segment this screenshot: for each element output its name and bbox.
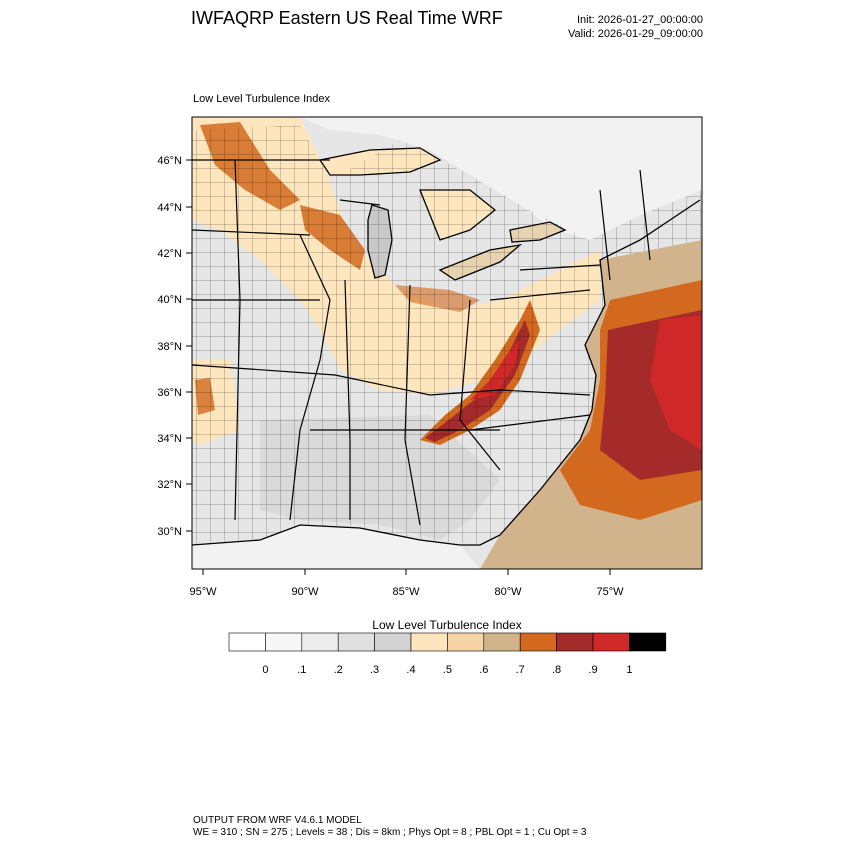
init-time: Init: 2026-01-27_00:00:00 — [577, 14, 703, 26]
colorbar-labels: 0 .1 .2 .3 .4 .5 .6 .7 .8 .9 1 — [262, 664, 632, 676]
lat-label: 44°N — [157, 202, 182, 214]
colorbar-title: Low Level Turbulence Index — [372, 618, 521, 632]
lat-label: 38°N — [157, 341, 182, 353]
lat-label: 32°N — [157, 479, 182, 491]
lat-label: 34°N — [157, 433, 182, 445]
colorbar-swatch — [592, 632, 630, 652]
colorbar-label: .9 — [588, 664, 597, 676]
map-field — [192, 117, 702, 569]
lon-label: 75°W — [596, 586, 624, 598]
colorbar-swatch — [556, 632, 594, 652]
footer-config-line: WE = 310 ; SN = 275 ; Levels = 38 ; Dis … — [193, 827, 587, 838]
colorbar-swatch — [374, 632, 412, 652]
colorbar-label: 1 — [626, 664, 632, 676]
colorbar-label: 0 — [262, 664, 268, 676]
valid-time: Valid: 2026-01-29_09:00:00 — [568, 28, 703, 40]
canada-area — [300, 117, 702, 240]
map-title: IWFAQRP Eastern US Real Time WRF — [191, 8, 503, 28]
map-subtitle: Low Level Turbulence Index — [193, 93, 330, 105]
colorbar-swatch — [519, 632, 557, 652]
lon-label: 95°W — [189, 586, 217, 598]
lat-label: 36°N — [157, 387, 182, 399]
model-footer: OUTPUT FROM WRF V4.6.1 MODEL WE = 310 ; … — [193, 815, 586, 839]
colorbar-swatch — [228, 632, 266, 652]
coastlines — [192, 147, 701, 546]
state-boundaries — [192, 159, 651, 526]
colorbar-swatch — [447, 632, 485, 652]
colorbar-swatch — [629, 632, 667, 652]
colorbar — [228, 632, 667, 652]
colorbar-swatch — [301, 632, 339, 652]
longitude-ticks: 95°W 90°W 85°W 80°W 75°W — [189, 569, 624, 598]
map-frame — [191, 116, 703, 570]
ocean-bright-red — [650, 315, 702, 450]
footer-model-line: OUTPUT FROM WRF V4.6.1 MODEL — [193, 815, 362, 826]
lon-label: 90°W — [291, 586, 319, 598]
lat-label: 42°N — [157, 248, 182, 260]
county-grid — [192, 125, 702, 545]
colorbar-swatch — [337, 632, 375, 652]
latitude-ticks: 46°N 44°N 42°N 40°N 38°N 36°N 34°N 32°N 30°N — [157, 155, 192, 538]
lat-label: 46°N — [157, 155, 182, 167]
colorbar-label: .5 — [443, 664, 452, 676]
colorbar-swatch — [410, 632, 448, 652]
run-times: Init: 2026-01-27_00:00:00 Valid: 2026-01… — [568, 13, 703, 41]
colorbar-label: .4 — [406, 664, 415, 676]
colorbar-label: .3 — [370, 664, 379, 676]
colorbar-label: .8 — [552, 664, 561, 676]
lat-label: 40°N — [157, 294, 182, 306]
colorbar-label: .2 — [334, 664, 343, 676]
colorbar-label: .1 — [297, 664, 306, 676]
gulf-of-mexico — [192, 525, 480, 569]
colorbar-swatch — [483, 632, 521, 652]
colorbar-label: .6 — [479, 664, 488, 676]
colorbar-swatch — [265, 632, 303, 652]
lon-label: 80°W — [494, 586, 522, 598]
colorbar-label: .7 — [516, 664, 525, 676]
lon-label: 85°W — [392, 586, 420, 598]
lat-label: 30°N — [157, 526, 182, 538]
